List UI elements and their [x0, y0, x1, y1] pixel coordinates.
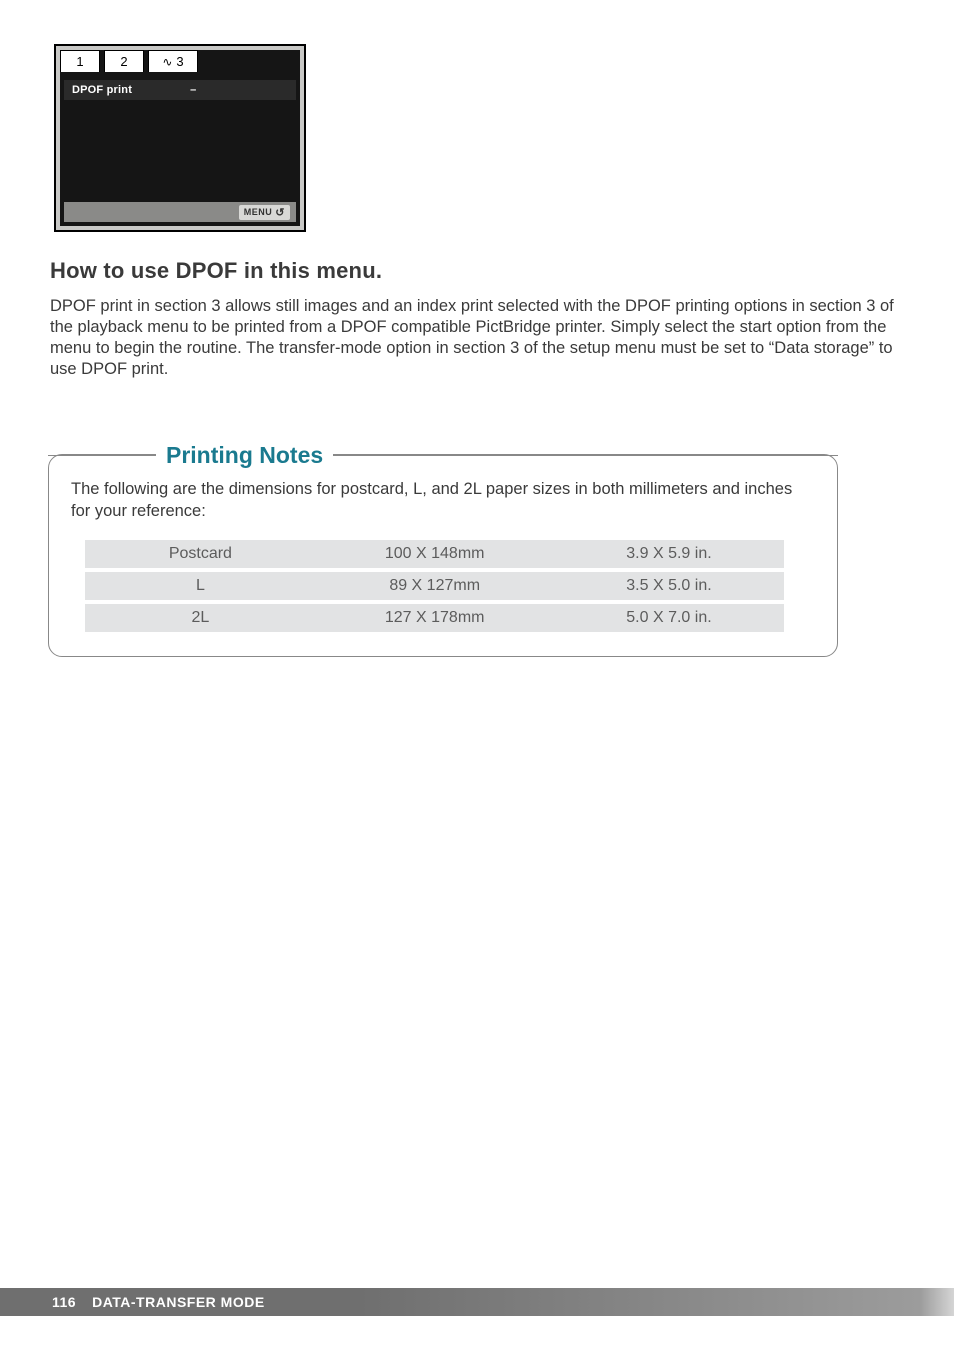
menu-tab-2: 2: [104, 50, 144, 72]
notes-title-row: Printing Notes: [48, 442, 838, 469]
table-row: 2L 127 X 178mm 5.0 X 7.0 in.: [85, 604, 784, 632]
tab3-label: 3: [176, 54, 183, 69]
title-line-left: [48, 455, 156, 456]
size-in: 3.5 X 5.0 in.: [554, 572, 785, 600]
menu-row-value: –: [190, 84, 196, 96]
section-heading: How to use DPOF in this menu.: [50, 258, 914, 284]
table-row: L 89 X 127mm 3.5 X 5.0 in.: [85, 572, 784, 600]
menu-tab-3: ∿ 3: [148, 50, 198, 72]
paper-size-table: Postcard 100 X 148mm 3.9 X 5.9 in. L 89 …: [85, 536, 784, 636]
return-icon: ↺: [275, 206, 285, 219]
menu-tab-1: 1: [60, 50, 100, 72]
footer-section: DATA-TRANSFER MODE: [92, 1294, 265, 1310]
section-body: DPOF print in section 3 allows still ima…: [50, 296, 912, 380]
menu-row-dpof: DPOF print –: [64, 80, 296, 100]
lcd-inner: 1 2 ∿ 3 DPOF print – MENU ↺: [60, 50, 300, 226]
menu-tabs: 1 2 ∿ 3: [60, 50, 300, 74]
size-name: 2L: [85, 604, 316, 632]
table-row: Postcard 100 X 148mm 3.9 X 5.9 in.: [85, 540, 784, 568]
printing-notes: Printing Notes The following are the dim…: [48, 454, 838, 657]
notes-box: The following are the dimensions for pos…: [48, 454, 838, 657]
size-mm: 100 X 148mm: [316, 540, 554, 568]
menu-chip: MENU ↺: [239, 205, 290, 220]
size-mm: 127 X 178mm: [316, 604, 554, 632]
tab3-icon: ∿: [162, 55, 172, 69]
menu-row-label: DPOF print: [72, 84, 132, 96]
menu-chip-label: MENU: [244, 207, 273, 217]
size-mm: 89 X 127mm: [316, 572, 554, 600]
page-footer: 116 DATA-TRANSFER MODE: [0, 1288, 954, 1316]
title-line-right: [333, 455, 838, 456]
notes-intro: The following are the dimensions for pos…: [71, 479, 815, 522]
size-name: L: [85, 572, 316, 600]
menu-bottom-bar: MENU ↺: [64, 202, 296, 222]
size-in: 3.9 X 5.9 in.: [554, 540, 785, 568]
page-number: 116: [52, 1294, 76, 1310]
notes-title: Printing Notes: [156, 442, 333, 469]
size-name: Postcard: [85, 540, 316, 568]
size-in: 5.0 X 7.0 in.: [554, 604, 785, 632]
camera-menu-screenshot: 1 2 ∿ 3 DPOF print – MENU ↺: [54, 44, 306, 232]
